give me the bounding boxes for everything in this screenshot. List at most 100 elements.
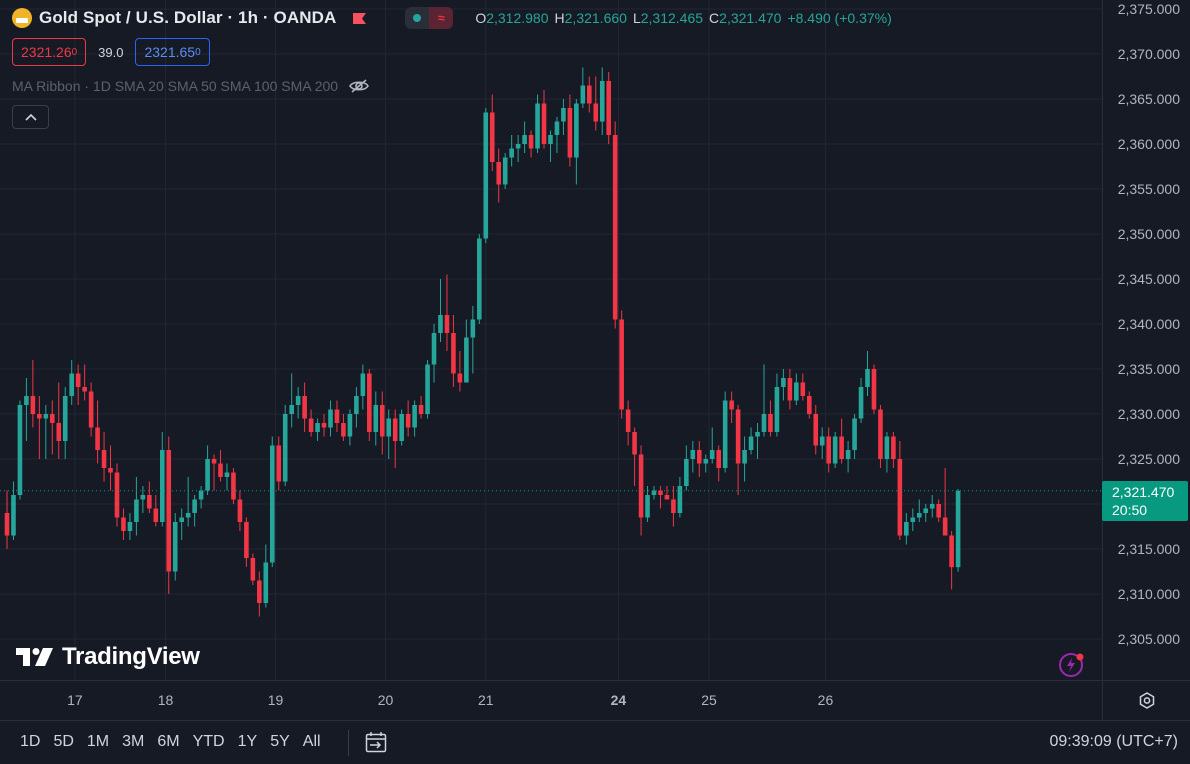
ohlc-close: C2,321.470 <box>709 10 782 26</box>
candle <box>794 373 799 405</box>
candle-body <box>554 121 560 135</box>
candle-body <box>179 517 184 522</box>
candle <box>638 445 644 536</box>
candle <box>17 400 23 500</box>
candle <box>159 432 165 527</box>
range-5d-button[interactable]: 5D <box>53 733 74 750</box>
candle <box>852 414 857 459</box>
candle-body <box>360 373 366 396</box>
range-1m-button[interactable]: 1M <box>86 733 110 750</box>
candle-body <box>645 495 650 518</box>
candle-body <box>431 333 437 365</box>
candle <box>884 432 890 473</box>
candle <box>315 418 320 441</box>
settings-icon[interactable] <box>1137 691 1157 711</box>
candle-body <box>140 495 146 500</box>
range-6m-button[interactable]: 6M <box>157 733 180 750</box>
flag-icon[interactable] <box>352 12 367 25</box>
candle <box>11 481 16 540</box>
candle <box>457 351 463 392</box>
candle <box>832 432 838 468</box>
candle <box>955 489 961 572</box>
candle <box>625 400 631 446</box>
candle <box>502 153 508 189</box>
range-1d-button[interactable]: 1D <box>20 733 41 750</box>
candle-body <box>412 405 417 428</box>
range-all-button[interactable]: All <box>302 733 321 750</box>
candle <box>858 378 864 423</box>
ohlc-open: O2,312.980 <box>475 10 549 26</box>
candle <box>819 427 825 459</box>
candle <box>522 121 527 153</box>
market-status-pill[interactable]: ≈ <box>405 7 454 29</box>
candle-body <box>347 414 353 437</box>
candle-body <box>321 423 327 428</box>
lightning-icon[interactable] <box>1058 652 1084 678</box>
go-to-date-icon[interactable] <box>364 730 388 754</box>
time-tick-label: 26 <box>818 692 834 708</box>
candle <box>755 423 760 459</box>
candle <box>509 135 514 167</box>
last-price-label: 2,321.470 20:50 <box>1102 481 1188 521</box>
eye-hidden-icon[interactable] <box>348 78 370 94</box>
collapse-legend-button[interactable] <box>12 105 49 129</box>
candle <box>153 495 159 527</box>
candle-body <box>722 400 728 468</box>
candle-body <box>625 409 631 432</box>
candle <box>347 409 353 446</box>
watermark-text: TradingView <box>62 643 200 670</box>
sell-button[interactable]: 2321.26 0 <box>12 38 87 66</box>
candle-body <box>95 427 100 450</box>
candle-body <box>651 490 657 495</box>
candle-body <box>528 135 534 149</box>
timezone-clock[interactable]: 09:39:09 (UTC+7) <box>1049 733 1178 750</box>
candle-body <box>580 85 586 104</box>
symbol-title[interactable]: Gold Spot / U.S. Dollar · 1h · OANDA <box>39 8 337 27</box>
indicator-label[interactable]: MA Ribbon · 1D SMA 20 SMA 50 SMA 100 SMA… <box>12 78 339 94</box>
candle-body <box>768 414 773 432</box>
range-3m-button[interactable]: 3M <box>122 733 145 750</box>
candle <box>813 405 819 455</box>
price-tick-label: 2,340.000 <box>1118 316 1180 332</box>
candle-body <box>949 535 954 568</box>
candle-body <box>703 459 709 464</box>
range-1y-button[interactable]: 1Y <box>237 733 258 750</box>
ohlc-change: +8.490 (+0.37%) <box>787 10 892 26</box>
candle <box>302 382 307 432</box>
range-5y-button[interactable]: 5Y <box>270 733 290 750</box>
candle-body <box>114 472 120 518</box>
candle-body <box>483 112 489 239</box>
price-tick-label: 2,355.000 <box>1118 181 1180 197</box>
candle <box>95 400 100 464</box>
candle <box>295 387 301 419</box>
candle-body <box>4 513 10 536</box>
candle <box>477 234 482 324</box>
buy-button[interactable]: 2321.65 0 <box>135 38 210 66</box>
range-ytd-button[interactable]: YTD <box>192 733 225 750</box>
candle-body <box>444 315 450 333</box>
candle-body <box>341 423 346 437</box>
candle <box>645 486 650 522</box>
price-tick-label: 2,375.000 <box>1118 1 1180 17</box>
candle <box>729 391 734 423</box>
candle-body <box>735 409 741 464</box>
candle <box>166 436 172 594</box>
candle <box>878 405 883 468</box>
candle <box>742 436 747 482</box>
candle-body <box>832 436 838 464</box>
candle-body <box>748 436 754 450</box>
candlestick-chart[interactable]: 2,375.000 2,370.000 2,365.000 2,360.000 2,35… <box>0 0 1190 720</box>
candle-body <box>263 562 269 603</box>
candles <box>4 67 961 617</box>
candle <box>619 310 624 419</box>
candle <box>871 364 877 414</box>
candle-body <box>729 400 734 410</box>
candle-body <box>11 495 16 536</box>
candle <box>936 499 941 522</box>
chevron-up-icon <box>24 113 37 121</box>
candle-body <box>819 436 825 446</box>
candle <box>664 486 670 500</box>
candle-body <box>567 108 573 158</box>
candle <box>399 409 404 446</box>
candle-body <box>334 409 340 423</box>
